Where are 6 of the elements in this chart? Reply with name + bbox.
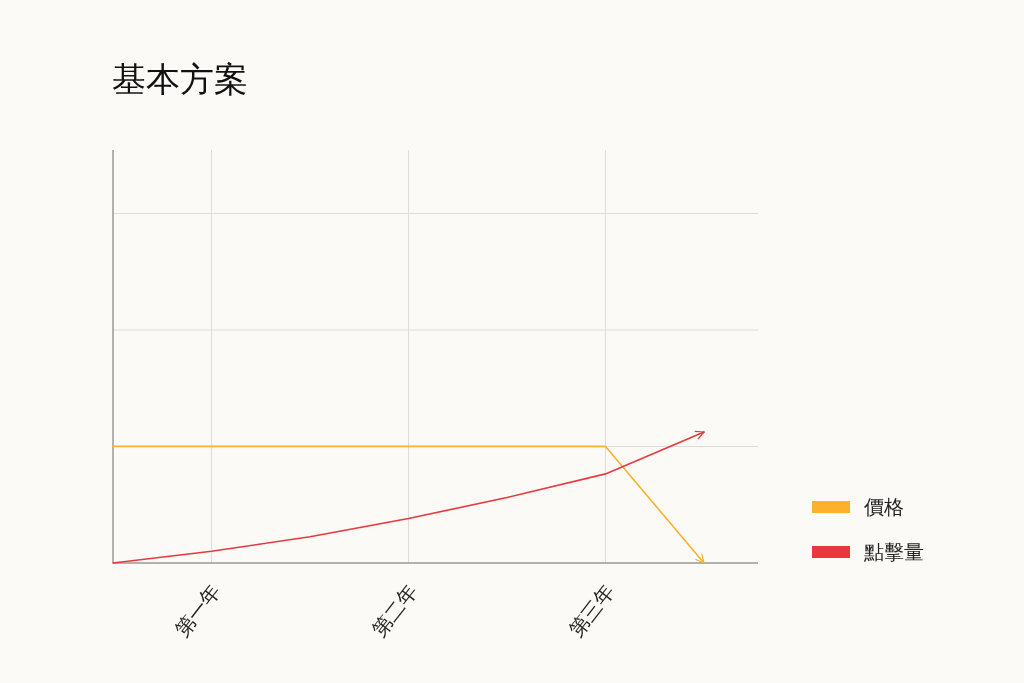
x-tick-label: 第三年 — [563, 579, 620, 642]
x-tick-label: 第一年 — [169, 579, 226, 642]
legend-label: 點擊量 — [863, 540, 924, 564]
legend-label: 價格 — [864, 495, 904, 519]
x-tick-label: 第二年 — [366, 579, 423, 642]
chart-title: 基本方案 — [112, 59, 248, 99]
